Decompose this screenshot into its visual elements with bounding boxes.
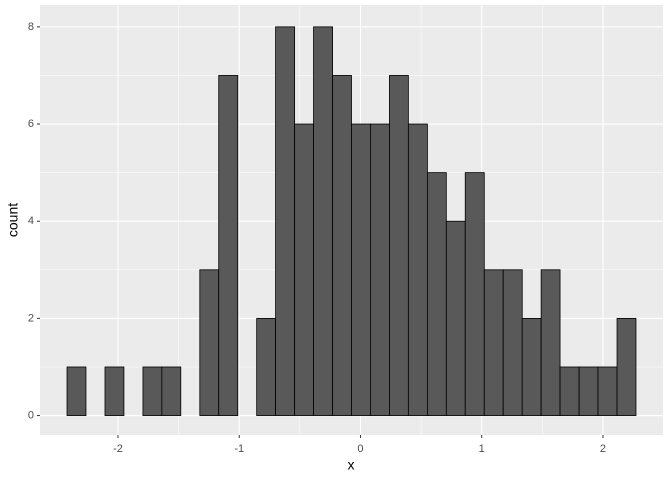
y-tick-label: 4: [28, 215, 34, 227]
y-tick-label: 0: [28, 409, 34, 421]
y-tick-label: 6: [28, 118, 34, 130]
bar: [142, 366, 163, 416]
bar: [294, 123, 314, 416]
bar: [332, 75, 352, 416]
bar: [597, 366, 618, 416]
bar: [66, 366, 87, 416]
bar: [351, 123, 371, 416]
bar: [445, 220, 466, 416]
bar: [407, 123, 428, 416]
bar: [256, 317, 276, 416]
x-tick-label: -2: [113, 443, 123, 455]
bar: [161, 366, 182, 416]
bar: [616, 317, 637, 416]
y-tick-label: 8: [28, 21, 34, 33]
y-axis-title: count: [5, 203, 21, 237]
bar: [559, 366, 580, 416]
bar: [521, 317, 542, 416]
bar: [427, 172, 447, 416]
bar: [483, 269, 504, 416]
bar: [540, 269, 561, 416]
bar: [370, 123, 390, 416]
bar: [104, 366, 125, 416]
bar: [502, 269, 523, 416]
bar: [578, 366, 599, 416]
bar: [464, 172, 485, 416]
x-tick-label: 2: [600, 443, 606, 455]
x-tick-label: -1: [234, 443, 244, 455]
x-axis-title: x: [348, 457, 355, 473]
bar: [199, 269, 220, 416]
bar: [313, 26, 333, 416]
y-tick-label: 2: [28, 312, 34, 324]
bar: [275, 26, 296, 416]
x-tick-label: 1: [479, 443, 485, 455]
bar: [389, 75, 409, 416]
x-tick-label: 0: [357, 443, 363, 455]
bar: [218, 75, 239, 416]
